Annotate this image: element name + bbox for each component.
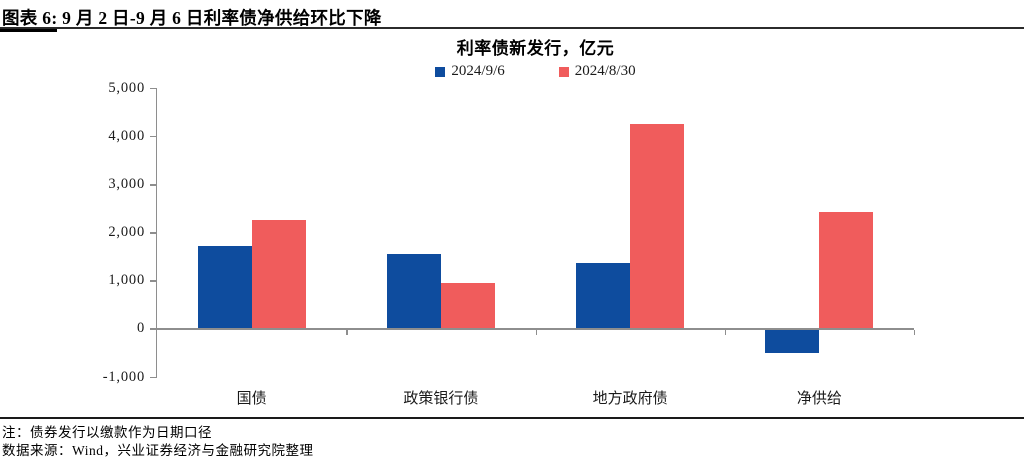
legend-item-2024/9/6: 2024/9/6 — [435, 63, 505, 80]
y-axis-tick-label: -1,000 — [102, 368, 145, 385]
bar-2024/9/6-净供给 — [765, 328, 820, 354]
figure-title: 图表 6: 9 月 2 日-9 月 6 日利率债净供给环比下降 — [2, 8, 382, 28]
y-axis-tick — [149, 88, 156, 90]
x-axis-tick — [724, 329, 727, 335]
bar-2024/8/30-净供给 — [819, 211, 874, 329]
legend-label: 2024/8/30 — [574, 63, 636, 79]
bar-2024/9/6-政策银行债 — [386, 253, 441, 329]
y-axis-tick-label: 2,000 — [108, 224, 145, 241]
x-axis-zero-line — [157, 328, 914, 330]
y-axis-tick — [149, 376, 156, 378]
x-axis-tick — [346, 329, 348, 335]
title-rule — [0, 27, 1024, 29]
chart-legend: 2024/9/6 2024/8/30 — [157, 63, 914, 80]
y-axis-tick-label: 4,000 — [108, 128, 145, 145]
y-axis-tick — [149, 280, 156, 282]
y-axis-tick-label: 0 — [136, 320, 145, 337]
y-axis-tick — [149, 136, 156, 138]
figure-note: 注：债券发行以缴款作为日期口径 — [2, 425, 212, 440]
y-axis-tick — [149, 184, 156, 186]
y-axis-tick — [149, 232, 156, 234]
bar-2024/8/30-地方政府债 — [630, 124, 685, 329]
y-axis-tick — [149, 328, 156, 330]
y-axis-tick-label: 5,000 — [108, 80, 145, 96]
figure-source: 数据来源：Wind，兴业证券经济与金融研究院整理 — [2, 443, 314, 458]
chart-title: 利率债新发行，亿元 — [456, 39, 615, 58]
legend-label: 2024/9/6 — [451, 63, 505, 79]
x-axis-category-label: 净供给 — [796, 391, 842, 407]
x-axis-category-label: 国债 — [236, 391, 267, 407]
legend-item-2024/8/30: 2024/8/30 — [558, 63, 636, 80]
legend-swatch-icon — [558, 66, 569, 77]
bar-2024/9/6-国债 — [197, 245, 252, 329]
x-axis-category-label: 地方政府债 — [592, 391, 668, 407]
bar-2024/8/30-政策银行债 — [440, 282, 495, 329]
x-axis-tick — [535, 329, 537, 335]
title-underline-accent — [0, 29, 57, 32]
bar-2024/9/6-地方政府债 — [576, 263, 631, 329]
x-axis-category-label: 政策银行债 — [403, 391, 479, 407]
bar-2024/8/30-国债 — [251, 220, 306, 329]
y-axis-tick-label: 3,000 — [108, 176, 145, 193]
footer-rule — [0, 416, 1024, 419]
y-axis-tick-label: 1,000 — [108, 272, 145, 289]
legend-swatch-icon — [435, 66, 446, 77]
x-axis-tick — [914, 329, 916, 335]
y-axis-line — [155, 88, 157, 378]
